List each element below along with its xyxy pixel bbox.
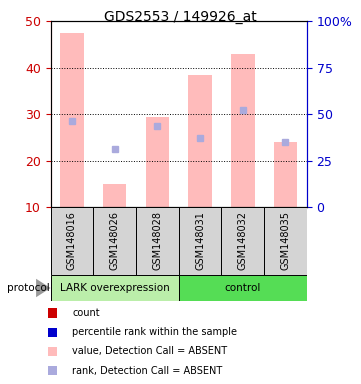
- Bar: [48, 347, 57, 356]
- Bar: [264, 207, 307, 275]
- Text: protocol: protocol: [7, 283, 50, 293]
- Bar: [221, 207, 264, 275]
- Bar: [60, 33, 84, 207]
- Bar: [103, 184, 126, 207]
- Bar: [231, 54, 255, 207]
- Bar: [145, 117, 169, 207]
- Bar: [51, 207, 93, 275]
- Text: GSM148031: GSM148031: [195, 212, 205, 270]
- Text: value, Detection Call = ABSENT: value, Detection Call = ABSENT: [72, 346, 227, 356]
- Text: count: count: [72, 308, 100, 318]
- Bar: [48, 308, 57, 318]
- Text: GSM148028: GSM148028: [152, 212, 162, 270]
- Text: GDS2553 / 149926_at: GDS2553 / 149926_at: [104, 10, 257, 23]
- Text: percentile rank within the sample: percentile rank within the sample: [72, 327, 237, 337]
- Bar: [179, 207, 221, 275]
- Text: GSM148026: GSM148026: [110, 212, 119, 270]
- Bar: [51, 275, 179, 301]
- Text: rank, Detection Call = ABSENT: rank, Detection Call = ABSENT: [72, 366, 222, 376]
- Polygon shape: [36, 279, 51, 297]
- Text: GSM148032: GSM148032: [238, 212, 248, 270]
- Bar: [48, 366, 57, 375]
- Text: GSM148016: GSM148016: [67, 212, 77, 270]
- Bar: [274, 142, 297, 207]
- Text: control: control: [225, 283, 261, 293]
- Bar: [179, 275, 307, 301]
- Bar: [93, 207, 136, 275]
- Bar: [188, 74, 212, 207]
- Bar: [48, 328, 57, 337]
- Bar: [136, 207, 179, 275]
- Text: LARK overexpression: LARK overexpression: [60, 283, 170, 293]
- Text: GSM148035: GSM148035: [280, 212, 291, 270]
